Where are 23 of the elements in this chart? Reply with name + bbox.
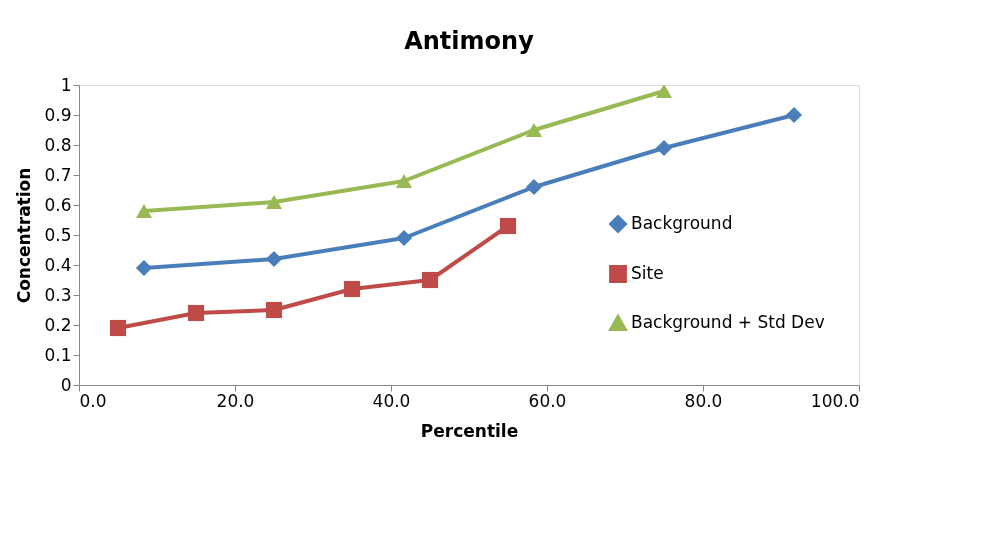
- y-tick-label: 0.8: [44, 134, 72, 155]
- legend-label: Background + Std Dev: [631, 312, 825, 332]
- x-tick-label: 100.0: [810, 390, 860, 411]
- y-tick-label: 0.7: [44, 164, 72, 185]
- y-tick-label: 0.6: [44, 194, 72, 215]
- x-axis-title: Percentile: [420, 420, 519, 441]
- y-tick-label: 0.3: [44, 284, 72, 305]
- y-tick-label: 0.5: [44, 224, 72, 245]
- y-tick-label: 0.4: [44, 254, 72, 275]
- x-tick-label: 60.0: [528, 390, 567, 411]
- y-tick-label: 0.1: [44, 344, 72, 365]
- y-axis-title: Concentration: [14, 167, 35, 304]
- chart-title: Antimony: [404, 27, 535, 55]
- x-tick-label: 80.0: [684, 390, 723, 411]
- y-tick-label: 0.2: [44, 314, 72, 335]
- x-tick-label: 40.0: [372, 390, 411, 411]
- y-tick-label: 0: [60, 374, 72, 395]
- y-tick-label: 0.9: [44, 104, 72, 125]
- legend-label: Background: [631, 213, 733, 233]
- x-tick-label: 20.0: [216, 390, 255, 411]
- x-tick-label: 0.0: [79, 390, 107, 411]
- legend-label: Site: [631, 263, 664, 283]
- y-tick-label: 1: [60, 74, 72, 95]
